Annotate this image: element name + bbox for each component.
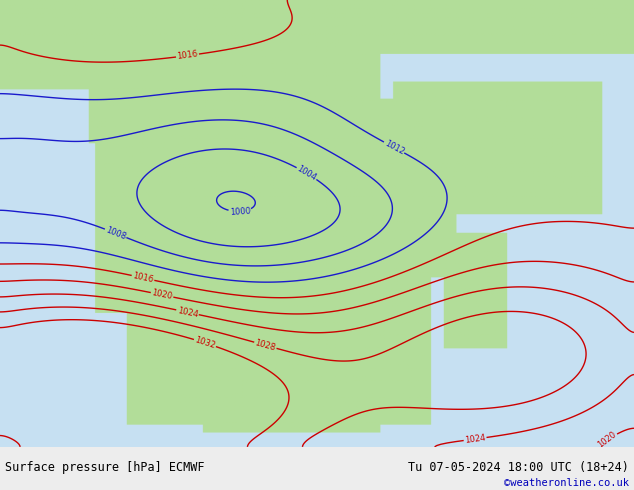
Text: 1024: 1024 — [464, 433, 486, 445]
Text: 1012: 1012 — [383, 139, 406, 156]
Text: 1024: 1024 — [176, 306, 198, 319]
Text: 1020: 1020 — [596, 430, 618, 449]
Text: 1004: 1004 — [295, 164, 318, 183]
Text: 1028: 1028 — [254, 338, 276, 352]
Text: ©weatheronline.co.uk: ©weatheronline.co.uk — [504, 478, 629, 488]
Text: 1016: 1016 — [132, 271, 154, 285]
Text: Tu 07-05-2024 18:00 UTC (18+24): Tu 07-05-2024 18:00 UTC (18+24) — [408, 461, 629, 474]
Text: 1032: 1032 — [193, 335, 216, 350]
Text: 1020: 1020 — [151, 288, 173, 301]
Text: 1000: 1000 — [229, 206, 250, 217]
Text: 1008: 1008 — [104, 225, 127, 242]
Text: Surface pressure [hPa] ECMWF: Surface pressure [hPa] ECMWF — [5, 461, 205, 474]
Text: 1016: 1016 — [176, 50, 198, 61]
